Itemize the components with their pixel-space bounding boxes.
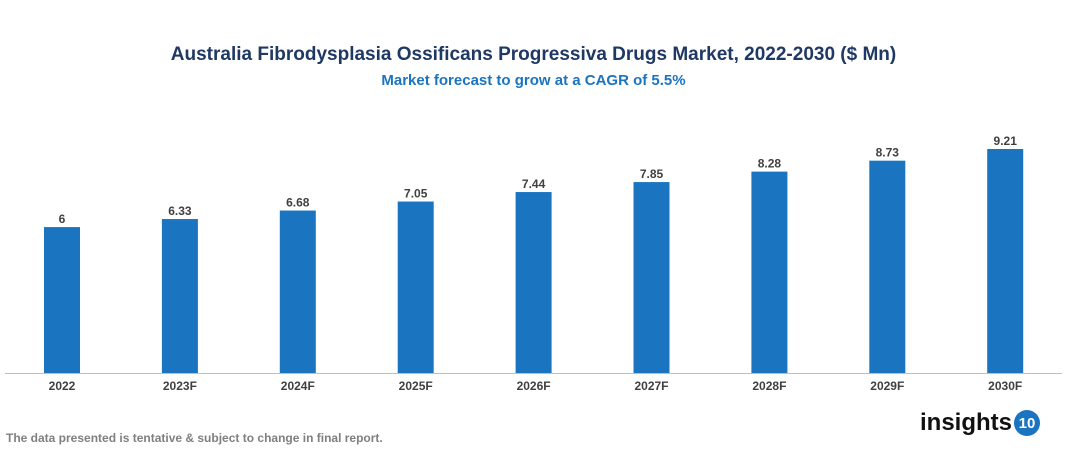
bar [751,171,788,373]
logo-badge: 10 [1014,410,1041,436]
bar [987,149,1024,373]
data-label: 6 [59,212,66,226]
data-label: 8.73 [876,146,900,160]
x-tick-label: 2030F [988,379,1022,393]
bar [161,219,198,373]
x-tick-label: 2029F [870,379,904,393]
chart-subtitle: Market forecast to grow at a CAGR of 5.5… [381,72,686,89]
insights10-logo: insights 10 [920,409,1041,437]
data-label: 7.85 [640,167,664,181]
bar [44,227,80,373]
logo-text: insights [920,409,1013,436]
data-label: 9.21 [994,134,1018,148]
x-tick-label: 2022 [49,379,76,393]
x-tick-label: 2028F [752,379,786,393]
bar [515,192,552,373]
bar [279,210,316,373]
x-tick-label: 2024F [281,379,315,393]
data-label: 8.28 [758,157,782,171]
bar [397,201,434,373]
data-label: 6.68 [286,196,310,210]
data-label: 7.44 [522,177,546,191]
footer-note: The data presented is tentative & subjec… [6,431,383,445]
x-tick-label: 2025F [399,379,433,393]
x-tick-label: 2027F [634,379,668,393]
bar [869,160,906,373]
bar [633,182,670,373]
data-label: 6.33 [168,204,192,218]
x-tick-label: 2023F [163,379,197,393]
chart-title: Australia Fibrodysplasia Ossificans Prog… [170,44,897,65]
data-label: 7.05 [404,187,428,201]
x-tick-label: 2026F [517,379,551,393]
